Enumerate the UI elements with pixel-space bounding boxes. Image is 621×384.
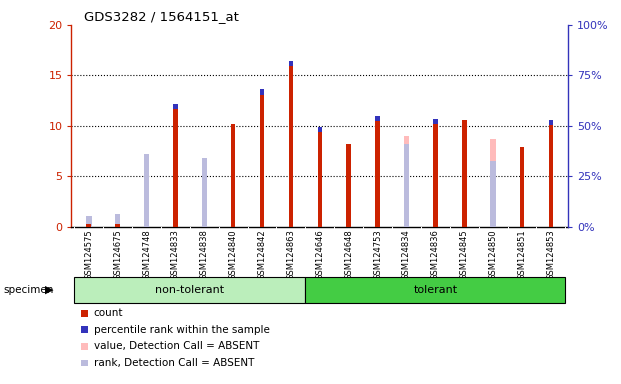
Bar (143, 154, 149, 227)
Text: GSM124833: GSM124833 (171, 229, 180, 280)
Bar (143, 158, 149, 227)
Text: non-tolerant: non-tolerant (155, 285, 224, 295)
Bar (433, 119, 438, 124)
Text: value, Detection Call = ABSENT: value, Detection Call = ABSENT (94, 341, 259, 351)
Bar (75, 277, 306, 303)
Bar (201, 161, 207, 227)
Bar (306, 277, 565, 303)
Text: GSM124753: GSM124753 (373, 229, 382, 280)
Bar (115, 214, 120, 227)
Text: GSM124845: GSM124845 (460, 229, 469, 280)
Text: GDS3282 / 1564151_at: GDS3282 / 1564151_at (84, 10, 238, 23)
Bar (375, 116, 380, 227)
Text: percentile rank within the sample: percentile rank within the sample (94, 325, 270, 335)
Bar (260, 89, 265, 227)
Text: rank, Detection Call = ABSENT: rank, Detection Call = ABSENT (94, 358, 254, 368)
Bar (462, 120, 466, 227)
Bar (317, 127, 322, 227)
Bar (491, 227, 496, 232)
Bar (317, 127, 322, 132)
Bar (173, 104, 178, 109)
Text: GSM124834: GSM124834 (402, 229, 411, 280)
Bar (404, 144, 409, 227)
Bar (404, 136, 409, 227)
Text: GSM124842: GSM124842 (258, 229, 266, 280)
Text: GSM124840: GSM124840 (229, 229, 238, 280)
Bar (231, 124, 235, 227)
Bar (289, 61, 293, 227)
Bar (520, 147, 524, 227)
Bar (548, 120, 553, 125)
Text: ▶: ▶ (45, 285, 54, 295)
Bar (289, 61, 293, 66)
Text: GSM124748: GSM124748 (142, 229, 151, 280)
Text: GSM124850: GSM124850 (489, 229, 497, 280)
Bar (491, 161, 496, 227)
Bar (86, 217, 91, 227)
Text: GSM124675: GSM124675 (113, 229, 122, 280)
Bar (116, 223, 120, 227)
Bar (260, 89, 265, 94)
Bar (548, 120, 553, 227)
Bar (86, 223, 91, 227)
Text: GSM124838: GSM124838 (200, 229, 209, 280)
Bar (201, 158, 207, 227)
Bar (491, 139, 496, 227)
Text: GSM124575: GSM124575 (84, 229, 93, 280)
Bar (173, 104, 178, 227)
Text: GSM124648: GSM124648 (344, 229, 353, 280)
Bar (347, 144, 351, 227)
Text: tolerant: tolerant (414, 285, 458, 295)
Text: GSM124646: GSM124646 (315, 229, 324, 280)
Text: GSM124853: GSM124853 (546, 229, 555, 280)
Bar (375, 116, 380, 121)
Text: GSM124851: GSM124851 (517, 229, 527, 280)
Text: GSM124863: GSM124863 (286, 229, 296, 280)
Text: specimen: specimen (3, 285, 53, 295)
Bar (433, 119, 438, 227)
Text: GSM124836: GSM124836 (431, 229, 440, 280)
Text: count: count (94, 308, 124, 318)
